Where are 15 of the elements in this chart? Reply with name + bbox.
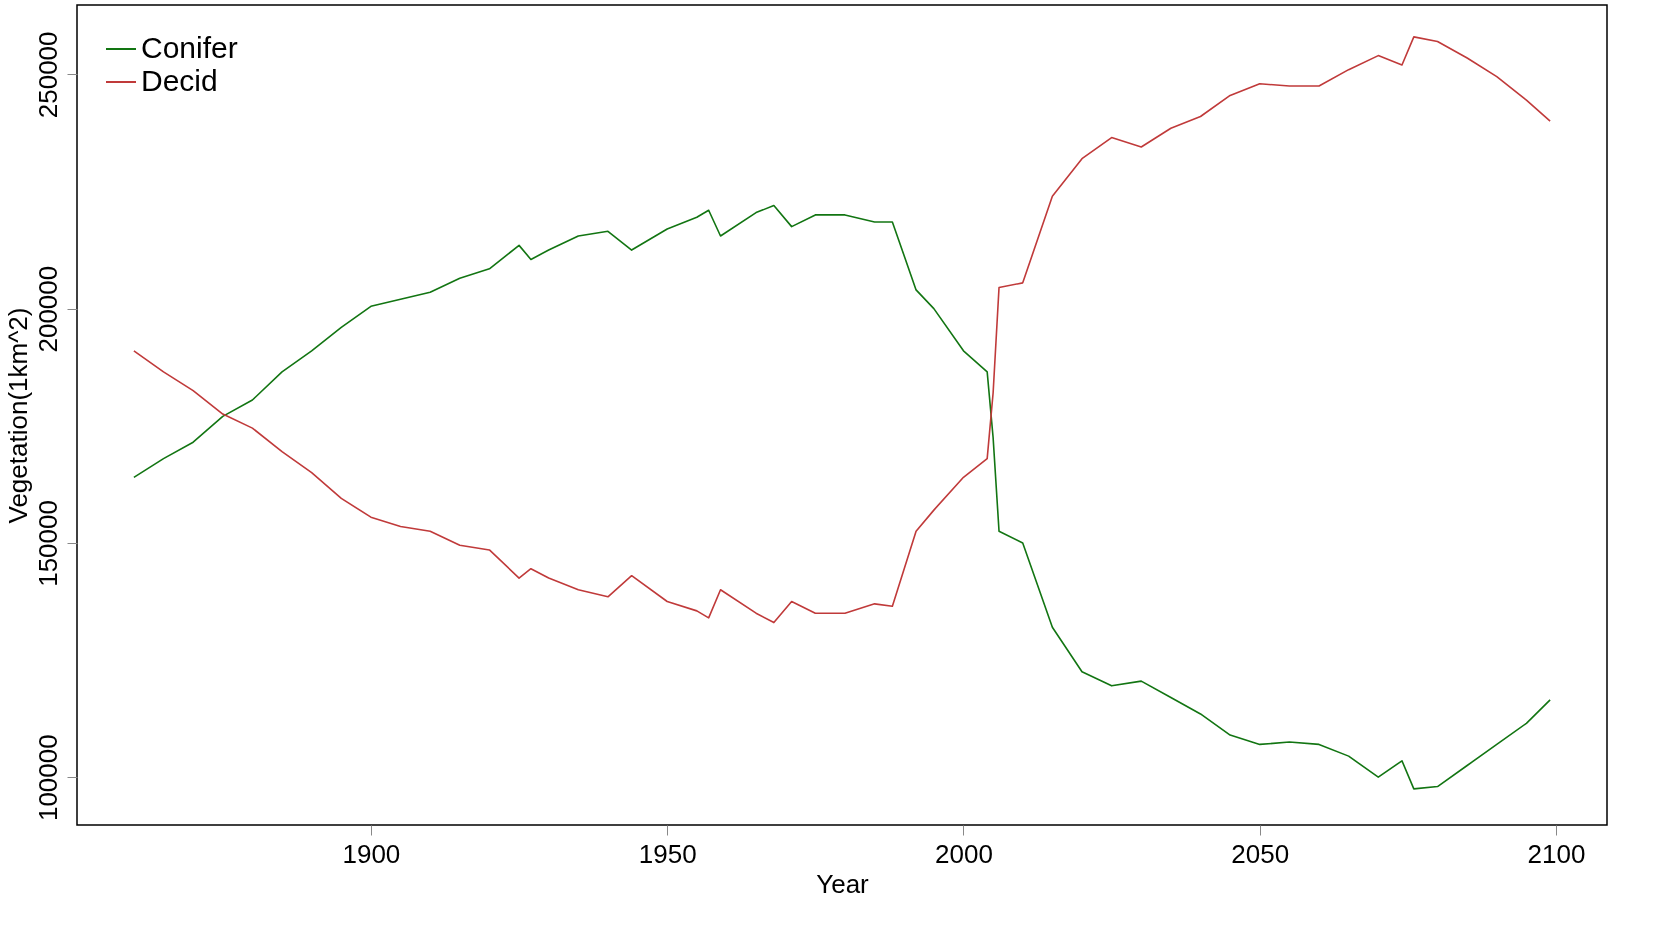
x-tick-label: 1950 [638, 838, 697, 869]
x-tick-label: 2100 [1527, 838, 1586, 869]
legend-label: Conifer [141, 31, 238, 64]
x-tick-label: 2000 [935, 838, 993, 869]
x-axis-title: Year [816, 868, 870, 899]
legend-label: Decid [141, 64, 218, 97]
x-tick-label: 2050 [1231, 838, 1290, 869]
y-tick-label: 200000 [32, 265, 63, 353]
y-tick-label: 250000 [32, 31, 63, 119]
y-tick-label: 150000 [32, 500, 63, 587]
line-series [133, 204, 1551, 790]
y-tick-label: 100000 [32, 734, 63, 822]
y-axis-title: Vegetation(1km^2) [2, 307, 33, 524]
x-tick-label: 1900 [342, 838, 401, 869]
line-series [133, 36, 1551, 624]
